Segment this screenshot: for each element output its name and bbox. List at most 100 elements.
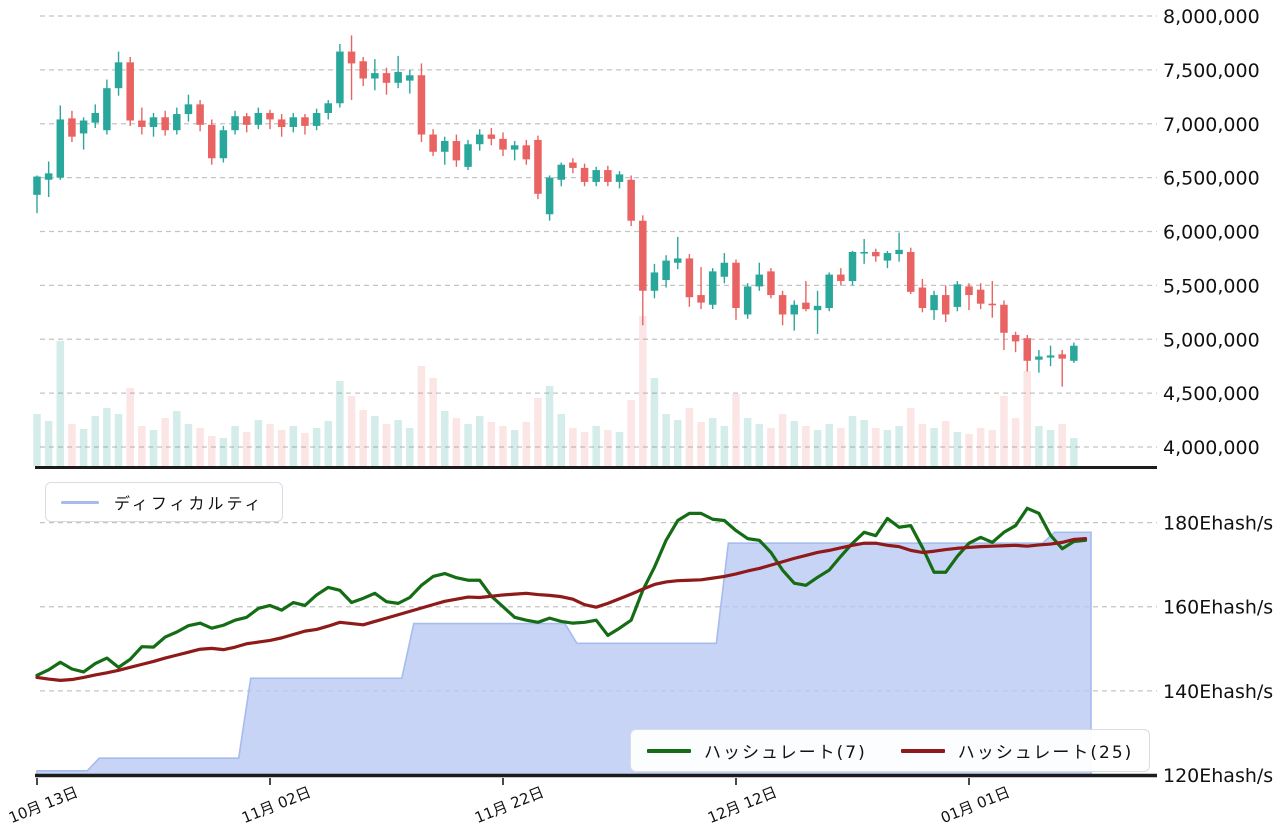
volume-bar <box>802 426 810 466</box>
candle-down <box>872 251 880 257</box>
hashrate7-line-sample-icon <box>647 748 691 753</box>
hashrate-lines <box>35 506 1088 682</box>
candle-up <box>743 286 752 315</box>
candle-up <box>883 253 892 261</box>
hashrate25-line-sample-icon <box>900 748 945 753</box>
candle-down <box>452 140 461 161</box>
x-tick-label: 11月 22日 <box>472 783 546 827</box>
candle-down <box>732 262 740 309</box>
candle-up <box>930 295 938 311</box>
volume-bar <box>1058 424 1066 466</box>
candle-up <box>56 119 65 178</box>
volume-bar <box>674 420 682 466</box>
volume-bar <box>720 426 729 466</box>
volume-bar <box>79 429 88 466</box>
difficulty-legend[interactable]: ディフィカルティ <box>45 482 283 522</box>
candle-down <box>417 75 426 135</box>
hashrate7-legend-item[interactable]: ハッシュレート(7) <box>647 738 867 763</box>
candle-up <box>615 174 624 182</box>
candle-up <box>790 304 798 315</box>
volume-bar <box>231 426 239 466</box>
volume-bar <box>965 434 973 466</box>
hashrate-legend[interactable]: ハッシュレート(7) ハッシュレート(25) <box>630 729 1151 772</box>
candle-up <box>33 176 41 195</box>
volume-bar <box>161 418 169 466</box>
volume-bar <box>312 428 321 466</box>
candle-up <box>848 251 857 282</box>
candle-down <box>580 167 589 182</box>
difficulty-line-sample-icon <box>61 500 99 504</box>
price-y-tick-label: 4,000,000 <box>1163 437 1260 459</box>
candle-up <box>708 271 717 305</box>
candle-up <box>312 112 321 126</box>
candle-down <box>767 271 775 296</box>
volume-bar <box>359 410 367 466</box>
volume-bar <box>697 422 705 466</box>
volume-bar <box>604 430 612 466</box>
candle-down <box>639 220 647 291</box>
candle-down <box>429 134 437 152</box>
volume-bar <box>464 424 472 466</box>
volume-bar <box>1023 371 1031 466</box>
volume-bar <box>406 428 414 466</box>
candle-up <box>557 164 565 180</box>
candle-up <box>650 272 659 291</box>
candle-up <box>79 120 88 134</box>
volume-bar <box>347 396 356 466</box>
volume-bar <box>837 428 845 466</box>
volume-bar <box>790 421 798 466</box>
volume-bar <box>417 366 426 466</box>
candle-up <box>406 75 414 81</box>
volume-bar <box>1035 426 1043 466</box>
volume-bar <box>487 422 496 466</box>
candle-down <box>382 73 391 83</box>
candle-down <box>301 117 309 126</box>
hashrate-y-tick-label: 140Ehash/s <box>1163 681 1273 703</box>
candle-up <box>394 72 402 83</box>
price-y-tick-label: 6,000,000 <box>1163 222 1260 244</box>
candle-down <box>534 139 542 194</box>
volume-bar <box>138 426 146 466</box>
hashrate25-legend-item[interactable]: ハッシュレート(25) <box>900 738 1134 763</box>
hashrate7-line <box>35 506 1088 677</box>
x-tick-label: 12月 12日 <box>705 783 779 827</box>
volume-bar <box>569 428 577 466</box>
volume-bar <box>103 408 111 466</box>
volume-bar <box>907 408 915 466</box>
price-plot-area[interactable] <box>35 8 1157 468</box>
volume-bar <box>580 432 589 466</box>
volume-bar <box>277 430 286 466</box>
candle-up <box>464 144 472 167</box>
volume-bar <box>173 411 181 466</box>
volume-bar <box>522 422 531 466</box>
volume-bar <box>941 421 950 466</box>
candle-down <box>242 116 251 125</box>
volume-bar <box>1000 396 1008 466</box>
candlestick-series <box>33 35 1078 387</box>
candle-down <box>918 287 927 309</box>
volume-bar <box>557 414 565 466</box>
candle-down <box>277 119 286 127</box>
volume-bar <box>545 386 554 466</box>
candle-up <box>720 262 729 277</box>
candle-up <box>91 112 99 123</box>
hashrate-y-tick-label: 160Ehash/s <box>1163 597 1273 619</box>
volume-bar <box>813 430 822 466</box>
candle-up <box>825 274 833 309</box>
volume-bar <box>394 420 402 466</box>
candle-down <box>802 302 810 310</box>
price-y-tick-label: 7,000,000 <box>1163 114 1260 136</box>
volume-bar <box>510 430 519 466</box>
volume-bar <box>825 424 833 466</box>
candle-up <box>103 88 111 131</box>
volume-bar <box>126 388 134 466</box>
candle-up <box>475 134 484 145</box>
candle-down <box>569 162 577 168</box>
volume-bar <box>872 428 880 466</box>
price-y-tick-label: 5,000,000 <box>1163 329 1260 351</box>
candle-down <box>697 295 705 303</box>
candle-down <box>138 120 146 127</box>
price-y-tick-label: 6,500,000 <box>1163 168 1260 190</box>
volume-bar <box>1046 430 1055 466</box>
